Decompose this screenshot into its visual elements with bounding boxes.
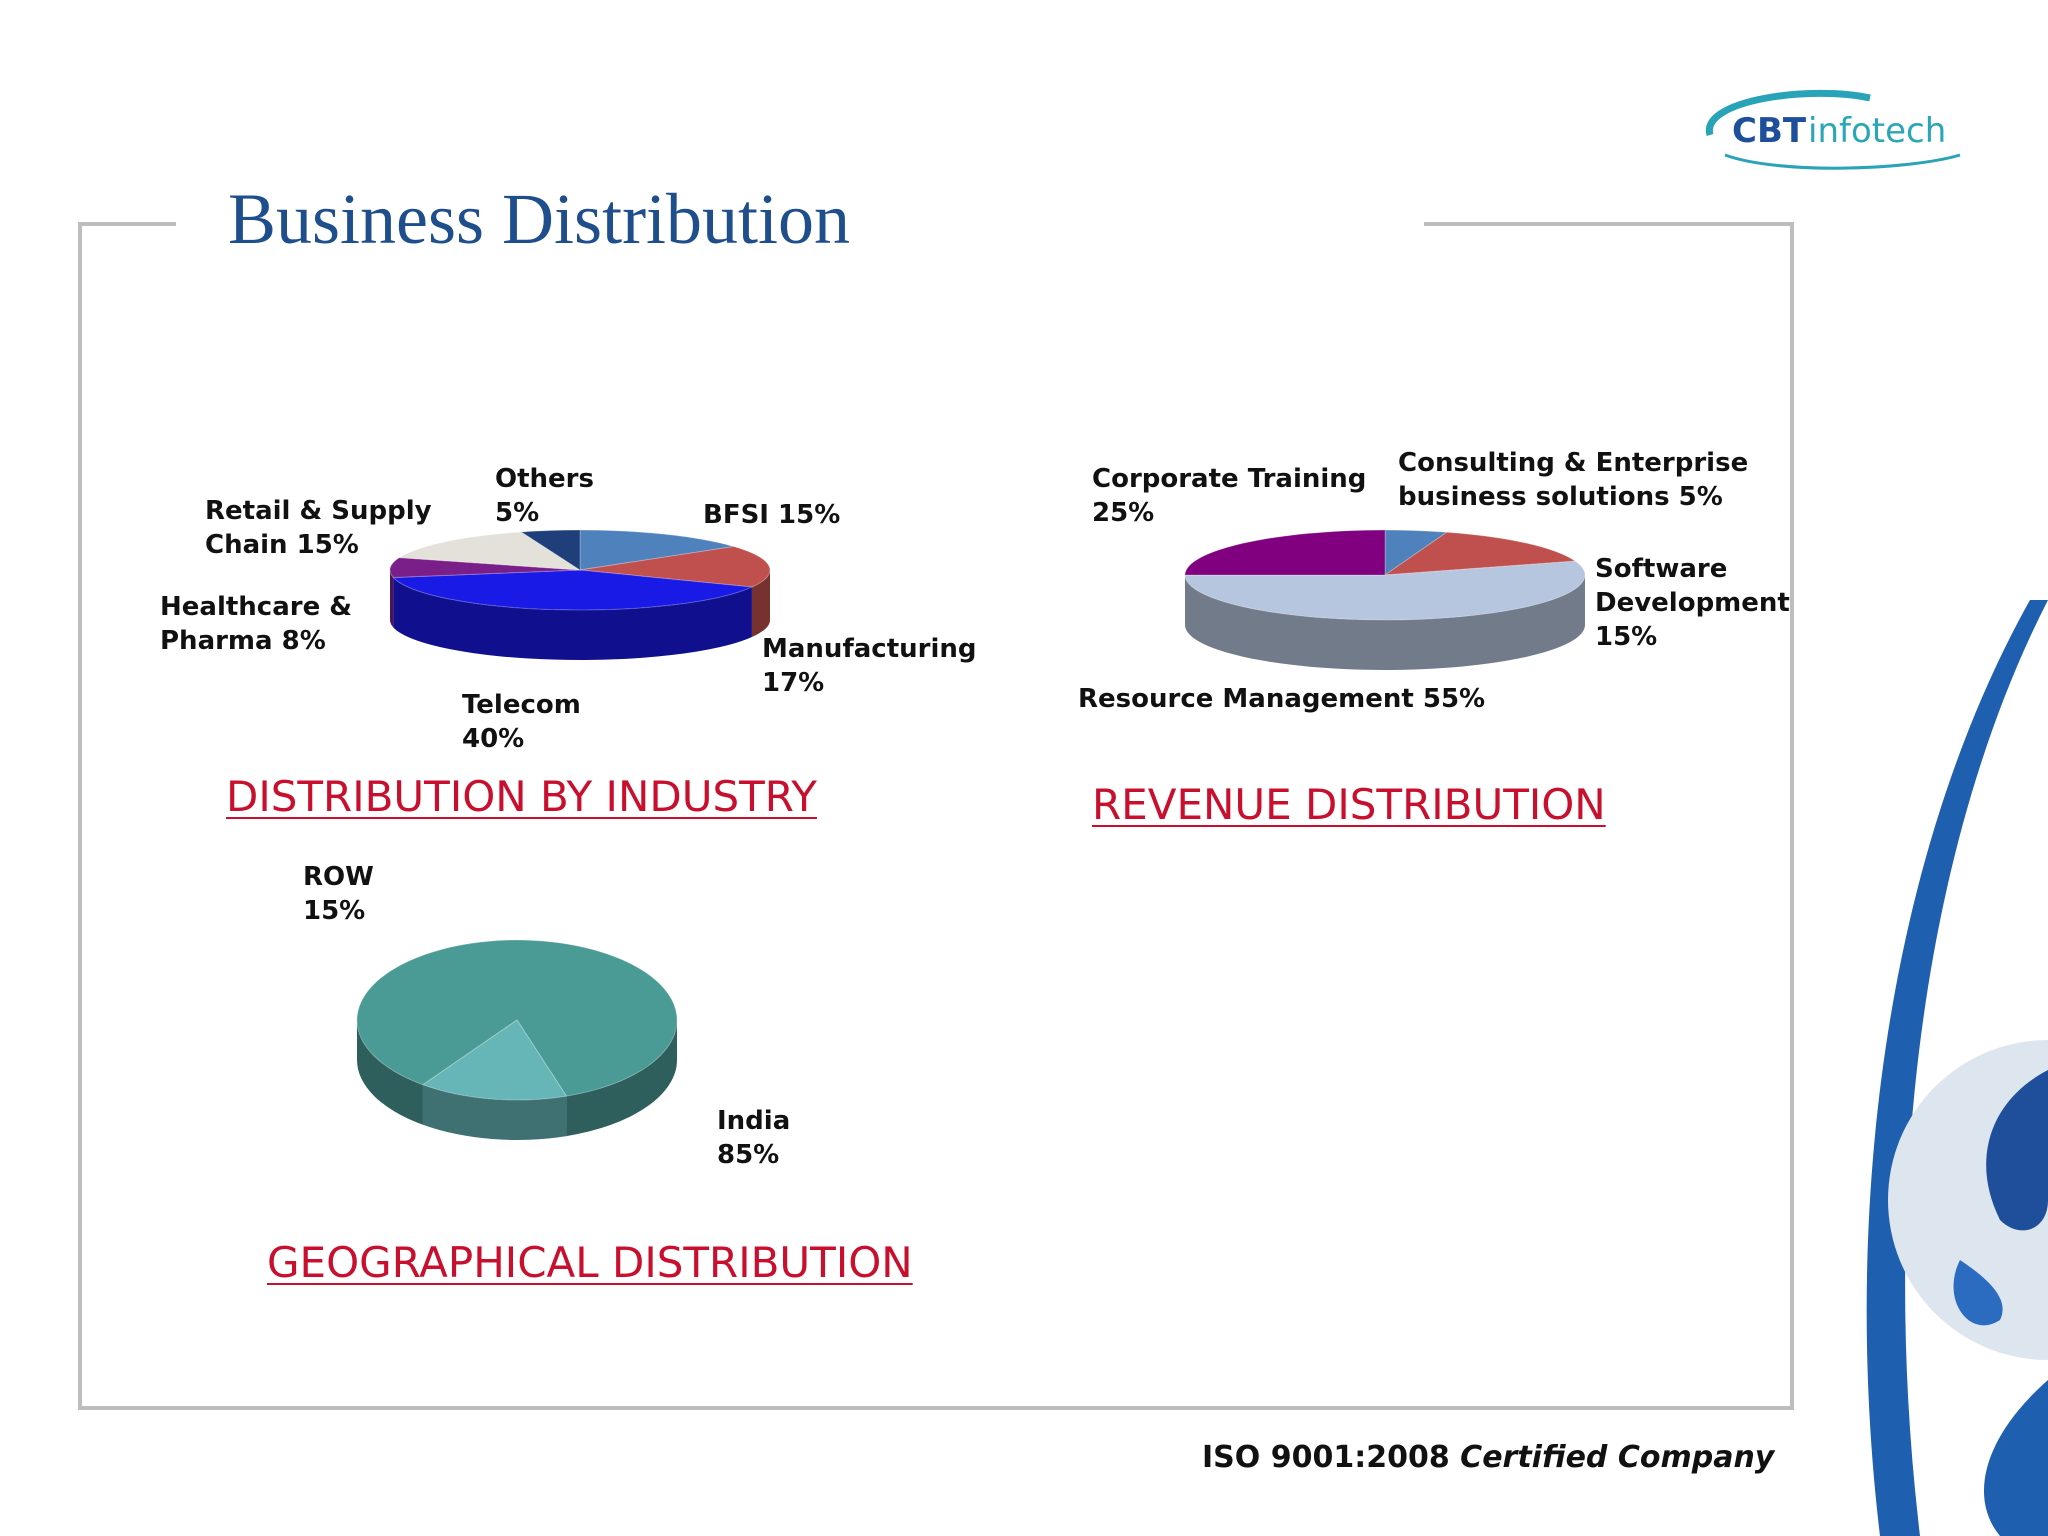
industry-slice-side-1	[751, 570, 770, 638]
revenue-label-training: Corporate Training 25%	[1092, 464, 1367, 528]
revenue-label-software: Software Development 15%	[1595, 554, 1790, 652]
geo-label-india: India 85%	[717, 1106, 791, 1170]
industry-label-telecom: Telecom 40%	[462, 690, 581, 754]
industry-label-healthcare: Healthcare & Pharma 8%	[160, 592, 352, 656]
page-title: Business Distribution	[228, 179, 851, 259]
geo-slice-side-0	[357, 1020, 423, 1125]
frame-left	[78, 222, 82, 1410]
industry-label-others: Others 5%	[495, 464, 594, 528]
logo-name-light: infotech	[1808, 111, 1946, 151]
industry-slice-side-3	[390, 570, 394, 628]
industry-label-bfsi: BFSI 15%	[703, 500, 841, 530]
revenue-label-consulting: Consulting & Enterprise business solutio…	[1398, 448, 1749, 512]
revenue-slice-2	[1184, 560, 1586, 621]
revenue-slice-0	[1384, 529, 1449, 576]
iso-standard: ISO 9001:2008	[1202, 1440, 1450, 1475]
industry-slice-0	[579, 529, 734, 571]
geo-slice-side-1	[422, 1084, 567, 1140]
industry-slice-2	[392, 569, 754, 611]
logo-swoosh-icon: CBT infotech	[1706, 89, 1961, 170]
revenue-chart-title: REVENUE DISTRIBUTION	[1092, 780, 1606, 829]
revenue-slice-1	[1383, 531, 1577, 576]
industry-slice-4	[397, 531, 582, 571]
geo-slice-0	[356, 939, 678, 1097]
iso-certification: ISO 9001:2008 Certified Company	[1202, 1440, 1774, 1475]
industry-pie-chart	[389, 529, 771, 660]
revenue-slice-3	[1184, 529, 1386, 576]
geo-slice-side-0	[566, 1020, 677, 1137]
industry-slice-side-2	[393, 577, 752, 660]
revenue-pie-chart	[1184, 529, 1586, 670]
geo-label-row: ROW 15%	[303, 862, 374, 926]
logo-name-bold: CBT	[1732, 111, 1807, 151]
industry-label-manufacturing: Manufacturing 17%	[762, 634, 977, 698]
frame-top-left	[78, 222, 176, 226]
globe-decoration-icon	[1866, 600, 2048, 1536]
industry-slice-3	[389, 557, 581, 579]
geo-slice-1	[421, 1019, 568, 1101]
frame-right	[1790, 222, 1794, 1410]
company-logo: CBT infotech	[1690, 80, 1990, 180]
geo-pie-chart	[356, 939, 678, 1140]
industry-label-retail: Retail & Supply Chain 15%	[205, 496, 432, 560]
industry-slice-5	[519, 529, 581, 571]
frame-bottom	[78, 1406, 1794, 1410]
revenue-slice-side-2	[1185, 575, 1585, 670]
frame-top-right	[1424, 222, 1794, 226]
industry-chart-title: DISTRIBUTION BY INDUSTRY	[226, 772, 817, 821]
revenue-label-resource: Resource Management 55%	[1078, 684, 1486, 714]
geo-chart-title: GEOGRAPHICAL DISTRIBUTION	[267, 1238, 913, 1287]
iso-certified-text: Certified Company	[1460, 1440, 1775, 1475]
industry-slice-1	[579, 545, 771, 588]
